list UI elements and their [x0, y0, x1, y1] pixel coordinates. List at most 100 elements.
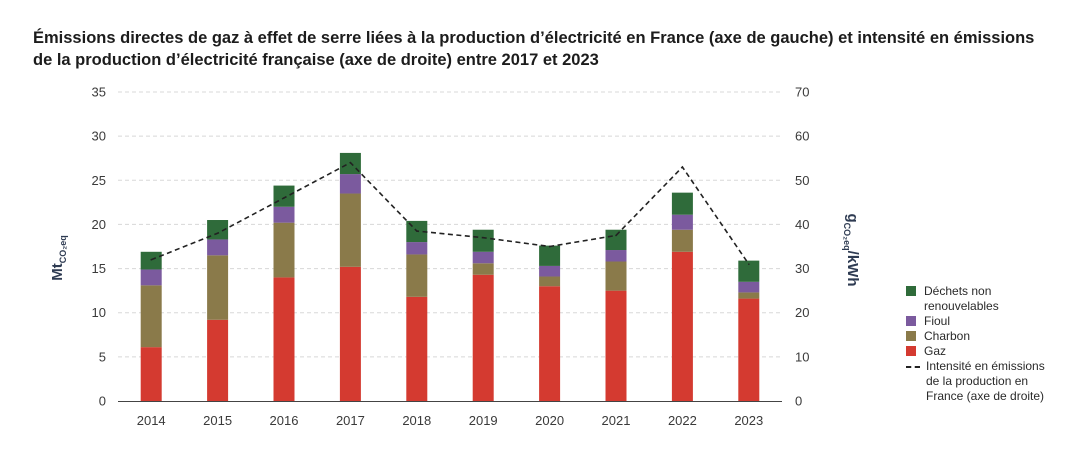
bar-segment-fioul	[738, 281, 760, 293]
y-left-tick-label: 30	[92, 129, 106, 144]
grid-lines	[118, 91, 782, 358]
bar-segment-gaz	[472, 274, 494, 401]
bar-segment-fioul	[539, 265, 561, 277]
bar-segment-charbon	[738, 292, 760, 299]
bar-segment-déchets	[671, 192, 693, 215]
bar-segment-gaz	[539, 286, 561, 401]
intensity-point	[283, 197, 285, 199]
x-tick-label: 2015	[203, 413, 232, 428]
y-axis-right: 0 10 20 30 40 50 60 70	[795, 85, 809, 409]
y-right-tick-label: 70	[795, 85, 809, 100]
intensity-line-path	[150, 161, 750, 265]
y-axis-right-label-post: /kWh	[844, 251, 861, 287]
x-tick-label: 2018	[402, 413, 431, 428]
legend-swatch	[906, 346, 916, 356]
intensity-point	[216, 232, 219, 235]
intensity-line	[150, 161, 750, 265]
x-tick-label: 2017	[336, 413, 365, 428]
bar-segment-gaz	[273, 277, 295, 401]
bar-segment-gaz	[738, 298, 760, 401]
bar-segment-fioul	[406, 242, 428, 255]
y-left-tick-label: 20	[92, 217, 106, 232]
y-axis-right-label: gCO₂eq/kWh	[842, 213, 861, 286]
x-tick-label: 2020	[535, 413, 564, 428]
bar-segment-déchets	[207, 220, 229, 240]
legend-swatch	[906, 286, 916, 296]
y-right-tick-label: 60	[795, 129, 809, 144]
y-axis-left-label-main: Mt	[49, 263, 66, 281]
bars	[140, 152, 760, 401]
bar-segment-gaz	[605, 290, 627, 401]
y-left-tick-label: 5	[99, 349, 106, 364]
intensity-point	[416, 230, 418, 232]
bar-segment-charbon	[207, 255, 229, 320]
x-tick-label: 2022	[668, 413, 697, 428]
bar-segment-charbon	[140, 285, 162, 348]
bar-segment-charbon	[339, 193, 361, 267]
bar-segment-charbon	[472, 263, 494, 275]
y-left-tick-label: 10	[92, 305, 106, 320]
bar-segment-charbon	[671, 229, 693, 252]
intensity-point	[681, 166, 684, 168]
legend-dash-swatch	[906, 366, 920, 368]
bar-segment-gaz	[140, 347, 162, 401]
bar-segment-charbon	[605, 261, 627, 291]
legend-item: Gaz	[906, 344, 1086, 359]
legend-swatch	[906, 316, 916, 326]
legend-label: Charbon	[924, 329, 971, 343]
y-right-tick-label: 50	[795, 173, 809, 188]
legend: Déchets non renouvelables Fioul Charbon Gaz…	[906, 284, 1086, 404]
x-tick-label: 2014	[137, 413, 166, 428]
x-tick-label: 2021	[602, 413, 631, 428]
x-tick-label: 2019	[469, 413, 498, 428]
bar-segment-déchets	[472, 229, 494, 252]
legend-label: Gaz	[924, 344, 947, 358]
legend-label: Fioul	[924, 314, 951, 328]
x-tick-label: 2016	[270, 413, 299, 428]
legend-swatch	[906, 331, 916, 341]
bar-segment-déchets	[140, 251, 162, 270]
chart-title-line-1: Émissions directes de gaz à effet de ser…	[33, 29, 1035, 47]
bar-segment-déchets	[605, 229, 627, 251]
bar-segment-charbon	[539, 276, 561, 287]
legend-label: Déchets non renouvelables	[924, 284, 999, 313]
bar-segment-charbon	[273, 222, 295, 278]
y-left-tick-label: 35	[92, 85, 106, 100]
y-axis-right-label-sub: CO₂eq	[842, 223, 852, 251]
bar-segment-gaz	[339, 266, 361, 401]
bar-segment-charbon	[406, 254, 428, 297]
y-right-tick-label: 30	[795, 261, 809, 276]
bar-segment-gaz	[406, 296, 428, 401]
y-axis-left-label: MtCO₂eq	[49, 235, 68, 281]
bar-segment-fioul	[671, 214, 693, 230]
x-tick-label: 2023	[734, 413, 763, 428]
bar-segment-fioul	[339, 174, 361, 194]
bar-segment-déchets	[273, 185, 295, 207]
bar-segment-gaz	[207, 319, 229, 401]
y-right-tick-label: 20	[795, 305, 809, 320]
y-left-tick-label: 25	[92, 173, 106, 188]
y-right-tick-label: 0	[795, 394, 802, 409]
chart-title: Émissions directes de gaz à effet de ser…	[33, 27, 1053, 71]
intensity-point	[548, 245, 551, 248]
bar-segment-fioul	[207, 239, 229, 256]
intensity-point	[150, 258, 152, 261]
legend-label: Intensité en émissions de la production …	[926, 359, 1045, 403]
y-left-tick-label: 0	[99, 394, 106, 409]
bar-segment-fioul	[472, 251, 494, 264]
bar-segment-déchets	[738, 260, 760, 282]
legend-item: Intensité en émissions de la production …	[906, 359, 1086, 404]
y-right-tick-label: 40	[795, 217, 809, 232]
bar-segment-fioul	[273, 206, 295, 223]
y-axis-right-label-pre: g	[844, 213, 861, 222]
x-axis: 2014 2015 2016 2017 2018 2019 2020 2021 2022 2023	[118, 401, 782, 428]
legend-item: Charbon	[906, 329, 1086, 344]
bar-segment-déchets	[539, 245, 561, 266]
intensity-point	[482, 236, 485, 239]
y-left-tick-label: 15	[92, 261, 106, 276]
legend-item: Fioul	[906, 314, 1086, 329]
intensity-point	[615, 234, 617, 237]
legend-item: Déchets non renouvelables	[906, 284, 1086, 314]
bar-segment-gaz	[671, 251, 693, 401]
